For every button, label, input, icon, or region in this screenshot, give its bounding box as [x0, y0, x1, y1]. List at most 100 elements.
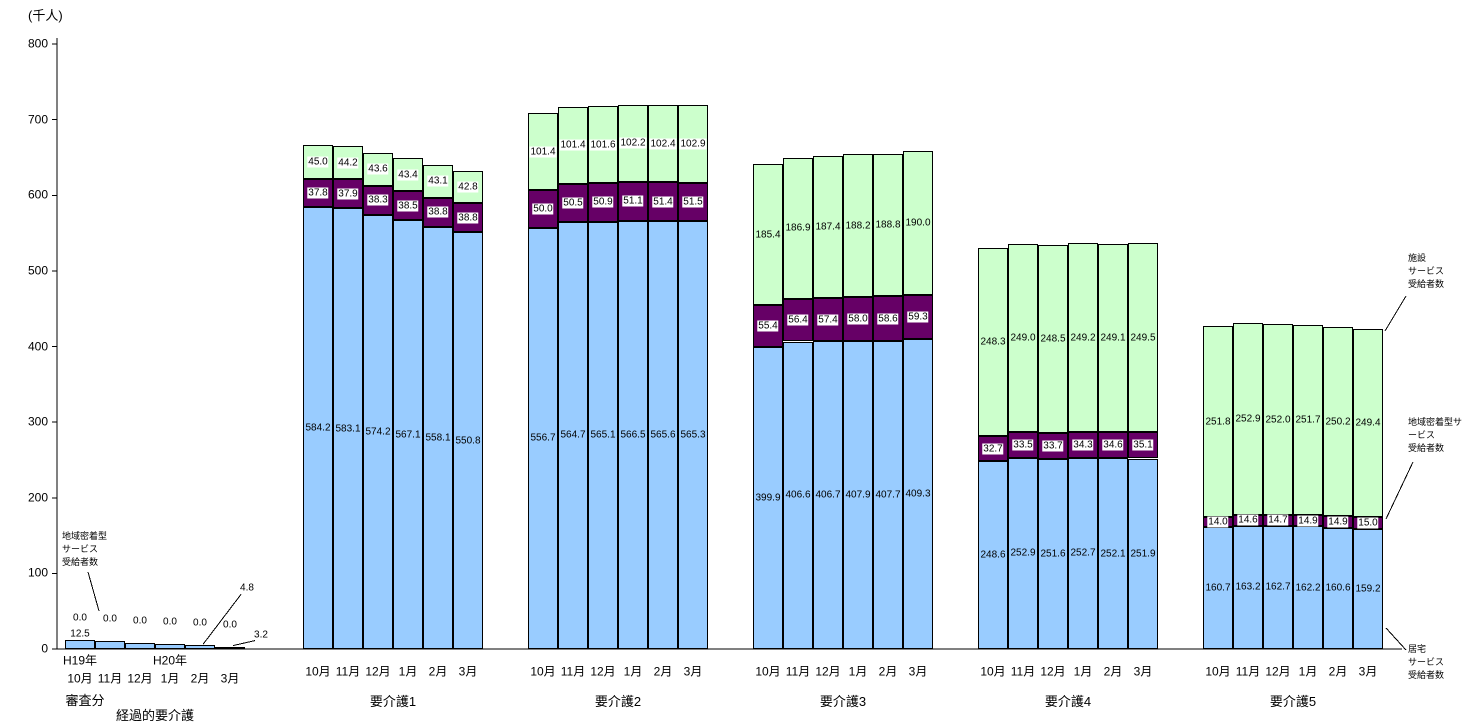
group-label: 要介護4 [1044, 693, 1092, 709]
facility-right-leader-line [1384, 295, 1407, 332]
y-tick-label: 200 [27, 490, 48, 505]
bar-facility-segment [813, 156, 843, 299]
facility-value-label: 249.2 [1070, 332, 1096, 344]
bar-home-segment [303, 207, 333, 649]
bar-home-segment [678, 221, 708, 649]
community-value-label: 32.7 [982, 443, 1004, 455]
community-value-label: 14.6 [1237, 514, 1259, 526]
home-value-label: 574.2 [365, 426, 391, 438]
group-label: 経過的要介護 [115, 707, 195, 723]
home-value-label: 565.3 [680, 429, 706, 441]
month-label: 2月 [878, 664, 898, 679]
bar-home-segment [363, 214, 393, 649]
month-label: 1月 [1298, 664, 1318, 679]
home-value-label: 162.7 [1265, 581, 1291, 593]
bar-home-segment [1068, 457, 1098, 649]
community-value-label: 15.0 [1357, 517, 1379, 529]
home-value-label: 565.1 [590, 429, 616, 441]
month-label: 3月 [1358, 664, 1378, 679]
month-label: 11月 [1010, 664, 1036, 679]
community-value-label: 34.6 [1102, 439, 1124, 451]
community-value-label: 33.7 [1042, 440, 1064, 452]
month-label: 10月 [980, 664, 1006, 679]
bar-home-segment [753, 346, 783, 649]
facility-value-label: 43.1 [427, 175, 449, 187]
bar-home-segment [1038, 458, 1068, 649]
facility-value-label: 251.8 [1205, 416, 1231, 428]
bar-facility-segment [1128, 243, 1158, 432]
month-label: 3月 [220, 671, 240, 686]
group-sublabel: 審査分 [65, 692, 105, 708]
home-value-label: 252.9 [1010, 547, 1036, 559]
bar-facility-segment [978, 248, 1008, 437]
month-label: 12月 [590, 664, 616, 679]
home-value-label: 406.7 [815, 489, 841, 501]
bar-home-segment [618, 220, 648, 649]
facility-value-label: 101.6 [589, 139, 617, 151]
home-value-label: 252.1 [1100, 548, 1126, 560]
home-value-label: 584.2 [305, 422, 331, 434]
bar-home-segment [1098, 458, 1128, 649]
home-value-label: 160.6 [1325, 582, 1351, 594]
facility-value-label: 252.0 [1265, 414, 1291, 426]
month-label: 10月 [755, 664, 781, 679]
month-label: 11月 [335, 664, 361, 679]
community-value-label: 34.3 [1072, 439, 1094, 451]
month-label: 2月 [1328, 664, 1348, 679]
community-value-label: 33.5 [1012, 439, 1034, 451]
facility-value-label: 101.4 [529, 146, 557, 158]
bar-home-segment [528, 227, 558, 649]
home-value-label: 558.1 [425, 432, 451, 444]
facility-value-label: 248.5 [1040, 333, 1066, 345]
bar-home-segment [453, 232, 483, 649]
home-value-label: 565.6 [650, 429, 676, 441]
bar-home-segment [588, 221, 618, 649]
community-value-label: 38.8 [427, 206, 449, 218]
month-label: 11月 [560, 664, 586, 679]
month-label: 1月 [1073, 664, 1093, 679]
callout-value-label: 4.8 [240, 582, 254, 594]
bar-facility-segment [1323, 327, 1353, 517]
callout-leader-line [202, 594, 242, 645]
home-value-label: 251.9 [1130, 548, 1156, 560]
community-value-label: 14.9 [1297, 515, 1319, 527]
era-label: H19年 [62, 653, 98, 668]
home-value-label: 583.1 [335, 423, 361, 434]
month-label: 10月 [530, 664, 556, 679]
community-left-annotation: 地域密着型 サービス 受給者数 [62, 530, 114, 569]
home-value-label: 12.5 [69, 628, 91, 640]
annotation-line: 受給者数 [1408, 443, 1445, 454]
bar-facility-segment [1008, 244, 1038, 433]
bar-facility-segment [1038, 245, 1068, 434]
community-right-annotation: 地域密着型サ ービス 受給者数 [1408, 416, 1466, 455]
home-value-label: 407.9 [845, 489, 871, 501]
month-label: 10月 [1205, 664, 1231, 679]
month-label: 11月 [785, 664, 811, 679]
bar-home-segment [215, 646, 245, 649]
bar-facility-segment [1263, 324, 1293, 515]
y-tick-label: 500 [27, 263, 48, 278]
facility-right-annotation: 施設 サービス 受給者数 [1408, 252, 1462, 291]
home-value-label: 159.2 [1355, 583, 1381, 595]
month-label: 2月 [190, 671, 210, 686]
bar-home-segment [783, 341, 813, 649]
community-value-label: 37.8 [307, 187, 329, 199]
home-value-label: 252.7 [1070, 547, 1096, 559]
annotation-line: 受給者数 [1408, 279, 1445, 290]
facility-value-label: 188.8 [875, 219, 901, 231]
month-label: 2月 [1103, 664, 1123, 679]
y-tick-label: 600 [27, 187, 48, 202]
bar-home-segment [65, 639, 95, 649]
community-value-label: 35.1 [1132, 439, 1154, 451]
facility-value-label: 185.4 [755, 229, 781, 241]
bar-home-segment [1233, 525, 1263, 649]
bar-home-segment [843, 340, 873, 649]
community-value-label: 14.7 [1267, 514, 1289, 526]
facility-value-label: 250.2 [1325, 416, 1351, 428]
bar-facility-segment [753, 164, 783, 305]
bar-facility-segment [1233, 323, 1263, 515]
facility-value-label: 102.4 [649, 138, 677, 150]
bar-facility-segment [873, 153, 903, 297]
bar-home-segment [125, 642, 155, 649]
